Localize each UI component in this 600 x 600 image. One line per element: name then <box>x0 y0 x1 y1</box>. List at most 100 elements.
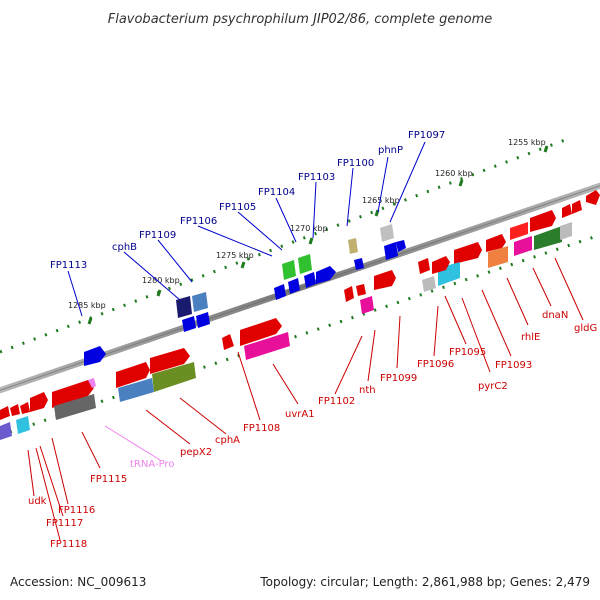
gene-label-fp1102: FP1102 <box>318 396 355 407</box>
gene-block <box>152 362 196 392</box>
gene-block <box>432 256 450 274</box>
gene-arrow <box>586 190 600 205</box>
gene-block <box>534 226 562 250</box>
gene-arrow <box>530 210 556 232</box>
gene-block <box>240 318 282 346</box>
gene-block <box>30 392 48 412</box>
gene-block <box>150 348 190 374</box>
gene-label-rhle: rhlE <box>521 332 540 343</box>
gene-label-uvra1: uvrA1 <box>285 409 315 420</box>
gene-label-cpha: cphA <box>215 435 240 446</box>
gene-block <box>176 296 192 318</box>
gene-block <box>54 394 96 420</box>
tick-label-1280: 1280 kbp <box>142 276 180 285</box>
genome-summary-text: Topology: circular; Length: 2,861,988 bp… <box>259 575 590 589</box>
gene-block <box>244 332 290 360</box>
leader-line-trna <box>104 425 161 461</box>
gene-block <box>344 286 354 302</box>
tick-label-1285: 1285 kbp <box>68 301 106 310</box>
gene-block <box>354 258 364 270</box>
gene-block <box>488 246 508 268</box>
gene-block <box>356 284 366 296</box>
gene-label-fp1104: FP1104 <box>258 187 295 198</box>
accession-text: Accession: NC_009613 <box>10 575 146 589</box>
gene-labels-top: FP1097 phnP FP1100 FP1103 FP1104 FP1105 … <box>50 130 445 271</box>
gene-label-fp1115: FP1115 <box>90 474 127 485</box>
gene-arrow <box>562 204 572 218</box>
gene-block <box>118 378 154 402</box>
gene-label-fp1095: FP1095 <box>449 347 486 358</box>
gene-features <box>0 190 600 440</box>
tick-label-1270: 1270 kbp <box>290 224 328 233</box>
gene-label-fp1093: FP1093 <box>495 360 532 371</box>
gene-block <box>514 236 532 256</box>
gene-block <box>84 346 106 366</box>
gene-label-fp1105: FP1105 <box>219 202 256 213</box>
gene-block <box>282 260 296 280</box>
gene-label-fp1100: FP1100 <box>337 158 374 169</box>
gene-block <box>274 284 286 300</box>
gene-label-fp1117: FP1117 <box>46 518 83 529</box>
gene-label-fp1108: FP1108 <box>243 423 280 434</box>
gene-label-dnan: dnaN <box>542 310 568 321</box>
gene-block <box>380 224 394 242</box>
gene-labels-bottom: gldG dnaN rhlE FP1093 pyrC2 FP1095 FP109… <box>28 310 597 550</box>
gene-block <box>360 296 374 314</box>
tick-ruler-upper <box>0 138 566 354</box>
gene-block <box>422 276 436 292</box>
gene-label-nth: nth <box>359 385 376 396</box>
leader-lines-top <box>67 141 426 317</box>
gene-block <box>304 272 316 288</box>
gene-block <box>396 240 406 252</box>
gene-block <box>510 222 528 240</box>
gene-block <box>316 266 336 284</box>
gene-block <box>182 316 196 332</box>
gene-label-pyrc2: pyrC2 <box>478 381 508 392</box>
gene-label-fp1099: FP1099 <box>380 373 417 384</box>
gene-block <box>20 402 30 414</box>
gene-label-fp1116: FP1116 <box>58 505 95 516</box>
gene-label-fp1103: FP1103 <box>298 172 335 183</box>
gene-block <box>16 416 30 434</box>
gene-block <box>192 292 208 312</box>
gene-block <box>486 234 506 252</box>
gene-block <box>454 242 482 264</box>
gene-block <box>52 380 94 408</box>
gene-block <box>288 278 300 294</box>
tick-label-1255: 1255 kbp <box>508 138 546 147</box>
tick-label-1260: 1260 kbp <box>435 169 473 178</box>
gene-block <box>374 270 396 290</box>
gene-block <box>418 258 430 274</box>
tick-labels: 1255 kbp 1260 kbp 1265 kbp 1270 kbp 1275… <box>68 138 546 310</box>
gene-block <box>560 222 572 240</box>
gene-label-trna-pro: tRNA-Pro <box>130 459 174 470</box>
gene-label-fp1113: FP1113 <box>50 260 87 271</box>
gene-block <box>222 334 234 350</box>
gene-label-pepx2: pepX2 <box>180 447 212 458</box>
gene-block <box>116 362 150 388</box>
tick-label-1275: 1275 kbp <box>216 251 254 260</box>
gene-label-phnp: phnP <box>378 145 403 156</box>
gene-label-fp1097: FP1097 <box>408 130 445 141</box>
gene-block <box>0 406 10 420</box>
gene-label-gldg: gldG <box>574 323 597 334</box>
major-ticks <box>87 145 549 325</box>
gene-block <box>88 378 96 388</box>
leader-lines-bottom <box>27 257 584 541</box>
gene-label-udk: udk <box>28 496 47 507</box>
gene-block <box>384 242 398 260</box>
gene-block <box>10 404 20 416</box>
gene-block <box>298 254 312 274</box>
gene-block <box>348 238 358 254</box>
gene-arrow <box>572 200 582 214</box>
tick-label-1265: 1265 kbp <box>362 196 400 205</box>
gene-label-fp1109: FP1109 <box>139 230 176 241</box>
gene-label-fp1096: FP1096 <box>417 359 454 370</box>
gene-block <box>0 422 12 440</box>
gene-label-cphb: cphB <box>112 242 137 253</box>
gene-label-fp1118: FP1118 <box>50 539 87 550</box>
map-title: Flavobacterium psychrophilum JIP02/86, c… <box>108 12 493 27</box>
gene-block <box>196 312 210 328</box>
gene-label-fp1106: FP1106 <box>180 216 217 227</box>
